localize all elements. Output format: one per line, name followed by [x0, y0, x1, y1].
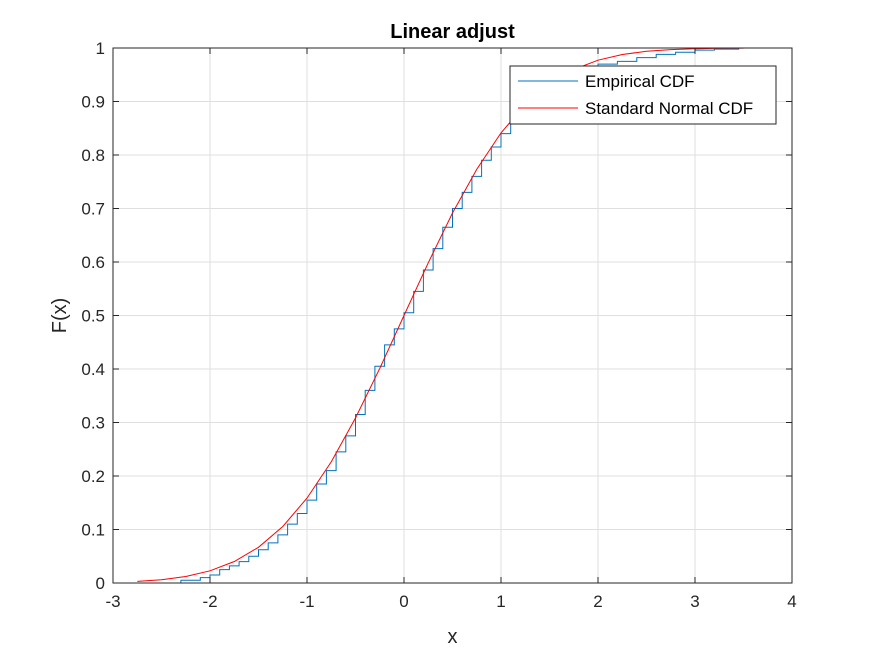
- normal-cdf-line: [137, 47, 744, 582]
- y-tick-label: 0.2: [81, 467, 105, 486]
- x-tick-label: -2: [202, 592, 217, 611]
- x-tick-label: 4: [787, 592, 796, 611]
- x-tick-label: 2: [593, 592, 602, 611]
- y-tick-label: 0: [96, 574, 105, 593]
- legend-label-normal: Standard Normal CDF: [585, 99, 753, 118]
- legend-box: [509, 65, 777, 125]
- y-tick-label: 0.3: [81, 414, 105, 433]
- y-tick-label: 0.5: [81, 307, 105, 326]
- legend-label-empirical: Empirical CDF: [585, 72, 695, 91]
- y-tick-label: 0.9: [81, 93, 105, 112]
- y-tick-label: 0.4: [81, 360, 105, 379]
- ticks: [112, 47, 793, 584]
- chart-title: Linear adjust: [390, 21, 515, 43]
- x-tick-label: 0: [399, 592, 408, 611]
- y-tick-label: 1: [96, 39, 105, 58]
- tick-labels: -3 -2 -1 0 1 2 3 4 0 0.1 0.2 0.3 0.4 0.5 0.6 0.7 0.8 0.9 1: [81, 39, 796, 611]
- x-tick-label: -3: [105, 592, 120, 611]
- y-tick-label: 0.7: [81, 200, 105, 219]
- x-tick-label: 3: [690, 592, 699, 611]
- y-tick-label: 0.6: [81, 253, 105, 272]
- legend: Empirical CDF Standard Normal CDF: [509, 65, 777, 125]
- y-tick-label: 0.8: [81, 146, 105, 165]
- y-axis-label: F(x): [49, 298, 71, 334]
- x-axis-label: x: [448, 626, 458, 648]
- x-tick-label: 1: [496, 592, 505, 611]
- y-tick-label: 0.1: [81, 521, 105, 540]
- x-tick-label: -1: [299, 592, 314, 611]
